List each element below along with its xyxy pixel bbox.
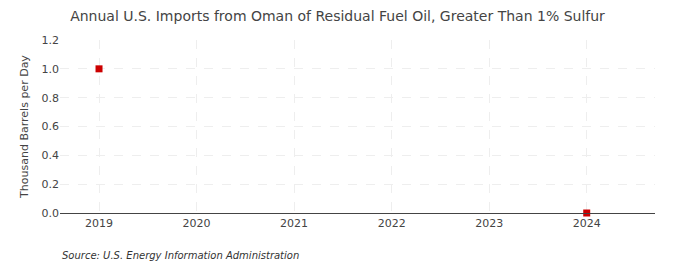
- svg-text:0.2: 0.2: [42, 178, 60, 191]
- svg-text:2023: 2023: [475, 217, 503, 230]
- svg-text:Thousand Barrels per Day: Thousand Barrels per Day: [18, 55, 31, 199]
- svg-text:Annual U.S. Imports from Oman: Annual U.S. Imports from Oman of Residua…: [70, 8, 605, 24]
- svg-text:0.0: 0.0: [42, 207, 60, 220]
- svg-text:2020: 2020: [183, 217, 211, 230]
- svg-text:2019: 2019: [85, 217, 113, 230]
- svg-text:1.2: 1.2: [42, 34, 60, 47]
- svg-text:1.0: 1.0: [42, 63, 60, 76]
- svg-text:0.8: 0.8: [42, 92, 60, 105]
- svg-text:0.4: 0.4: [42, 149, 60, 162]
- svg-text:0.6: 0.6: [42, 120, 60, 133]
- svg-text:Source: U.S. Energy Informatio: Source: U.S. Energy Information Administ…: [62, 250, 299, 261]
- svg-text:2022: 2022: [378, 217, 406, 230]
- svg-text:2024: 2024: [573, 217, 601, 230]
- svg-text:2021: 2021: [280, 217, 308, 230]
